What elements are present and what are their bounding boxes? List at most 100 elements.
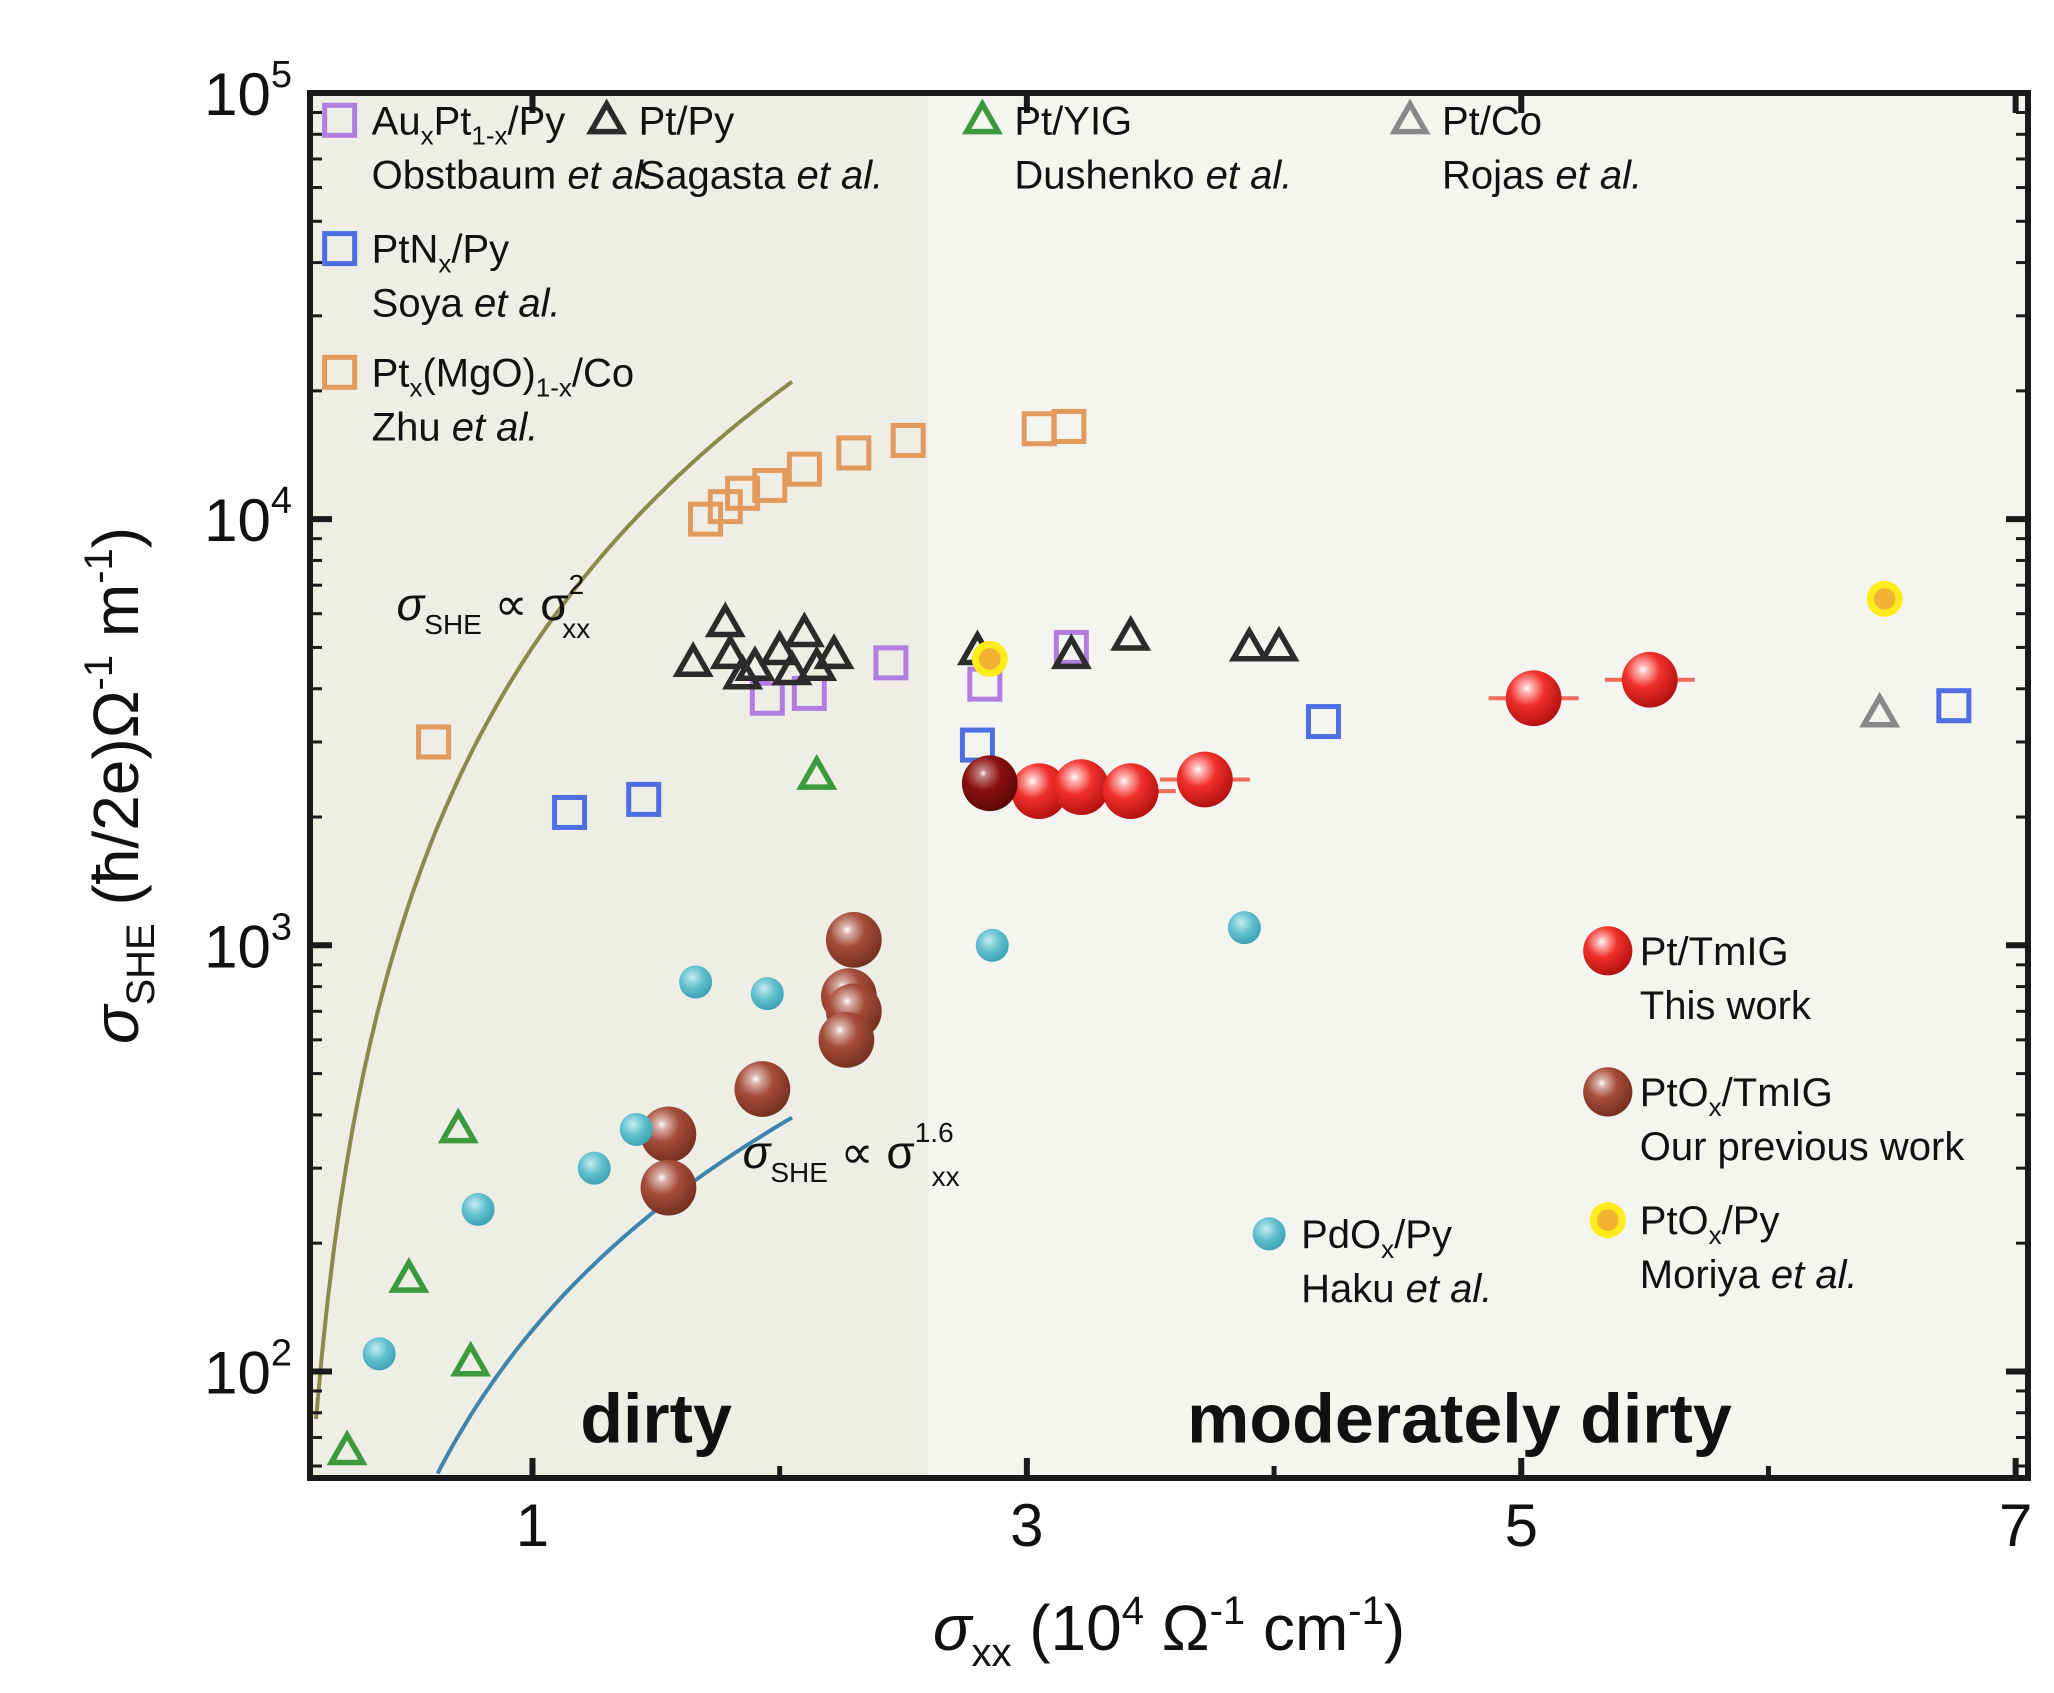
rel-sub: SHE: [770, 1157, 828, 1188]
point-4-4: [796, 753, 838, 790]
legend-label-sub: x: [438, 249, 451, 279]
point-2-7: [890, 422, 926, 458]
legend-label-sub2: 1-x: [471, 120, 507, 150]
point-9-0: [362, 1337, 396, 1371]
point-3-5: [759, 629, 801, 666]
legend-label-end: /Py: [1394, 1213, 1452, 1257]
point-1-4: [1936, 688, 1972, 724]
point-1-1: [626, 781, 662, 817]
legend-marker-9: [1252, 1217, 1286, 1251]
point-2-3: [725, 475, 761, 511]
legend-entry-2: Pt/YIG Dushenko et al.: [961, 98, 1292, 197]
relation-label-power-1.6: σSHE ∝ σ1.6 xx: [743, 1117, 960, 1192]
y-title-sym: σ: [80, 1003, 152, 1044]
legend-label-sub2: 1-x: [536, 372, 572, 402]
y-tick-exp: 2: [271, 1332, 292, 1374]
legend-ref-etal: et al.: [567, 153, 654, 197]
rel-sub: SHE: [424, 609, 482, 640]
legend-label-6: Pt/TmIG: [1640, 930, 1789, 974]
legend-label-5: Ptx(MgO)1-x/Co: [372, 351, 635, 402]
point-3-14: [1258, 625, 1300, 662]
point-3-2: [709, 633, 751, 670]
series-ptox-tmig: [640, 755, 1018, 1216]
point-3-13: [1228, 625, 1270, 662]
legend-ref-etal: et al.: [452, 405, 539, 449]
rel-sub2: xx: [562, 613, 590, 644]
point-1-3: [1305, 704, 1341, 740]
legend-marker-1: [586, 98, 628, 135]
point-3-11: [1050, 633, 1092, 670]
legend-ref-2: Dushenko et al.: [1014, 153, 1292, 197]
series-ptox-py: [971, 580, 1903, 677]
plot-frame: [307, 90, 2031, 1481]
y-title-mid: m: [80, 584, 152, 655]
point-3-6: [771, 649, 813, 686]
legend-ref-5: Zhu et al.: [372, 405, 539, 449]
legend-ref-main: Our previous work: [1640, 1125, 1966, 1169]
legend-label-main: PtO: [1640, 1071, 1709, 1115]
point-2-6: [836, 435, 872, 471]
y-title-close: ): [80, 527, 152, 548]
legend-ref-main: Soya: [372, 282, 474, 326]
legend-entry-3: Pt/Co Rojas et al.: [1389, 98, 1642, 197]
legend-ref-main: Sagasta: [639, 153, 797, 197]
legend-label-7: PtOx/TmIG: [1640, 1071, 1833, 1122]
legend-marker-3: [1389, 98, 1431, 135]
legend-ref-etal: et al.: [1771, 1253, 1858, 1297]
legend-ref-etal: et al.: [1206, 153, 1293, 197]
legend-label-main: PtO: [1640, 1199, 1709, 1243]
point-9-6: [975, 928, 1009, 962]
plot-border: [307, 90, 2031, 1481]
y-title-rest: (ħ/2e)Ω: [80, 690, 152, 923]
legend-marker-7: [1583, 1067, 1633, 1117]
legend-ref-main: Rojas: [1442, 153, 1555, 197]
point-6-4: [1505, 670, 1562, 727]
point-0-4: [1053, 629, 1089, 665]
legend-label-sub: x: [1709, 1220, 1722, 1250]
legend-ref-7: Our previous work: [1640, 1125, 1966, 1169]
legend-ref-main: Moriya: [1640, 1253, 1771, 1297]
x-axis-title: σxx (104 Ω-1 cm-1): [933, 1589, 1405, 1675]
point-6-0: [1011, 763, 1068, 820]
point-3-0: [672, 641, 714, 677]
legend-marker-0: [322, 102, 358, 138]
x-tick-label-1: 3: [1010, 1492, 1043, 1559]
legend-label-sub: x: [1709, 1092, 1722, 1122]
data-points: [326, 408, 1972, 1466]
series-pt-co: [1859, 691, 1901, 728]
point-2-9: [1051, 408, 1087, 444]
series-pt-tmig: [1011, 651, 1678, 820]
point-3-12: [1110, 614, 1152, 651]
legend-ref-etal: et al.: [1406, 1267, 1493, 1311]
point-7-0: [640, 1106, 697, 1163]
relation-curve-quadratic: [314, 380, 794, 1420]
x-tick-label-3: 7: [1999, 1492, 2032, 1559]
point-4-0: [326, 1429, 368, 1466]
point-9-7: [1227, 911, 1261, 945]
region-label-dirty: dirty: [580, 1379, 732, 1457]
y-tick-label-0: 105: [204, 54, 292, 128]
legend-ref-main: Zhu: [372, 405, 452, 449]
y-tick-base: 10: [204, 1339, 271, 1406]
series-pt-py: [672, 601, 1300, 690]
y-tick-exp: 5: [271, 54, 292, 96]
rel-sym: σ: [397, 578, 427, 630]
point-5-0: [1859, 691, 1901, 728]
point-6-5: [1621, 651, 1678, 708]
x-title-sym: σ: [933, 1592, 974, 1664]
point-7-1: [640, 1159, 697, 1216]
y-title-exp1: -1: [77, 655, 121, 691]
point-3-1: [704, 601, 746, 638]
legend-marker-5: [322, 354, 358, 390]
legend-ref-1: Sagasta et al.: [639, 153, 884, 197]
legend-label-main: Pt: [372, 351, 410, 395]
point-7-7: [961, 755, 1018, 812]
legend-label-main: Pt/YIG: [1014, 99, 1132, 143]
legend-label-main: Pt/Py: [639, 99, 735, 143]
legend-ref-main: This work: [1640, 984, 1812, 1028]
legend-label-end: /Py: [508, 99, 566, 143]
legend-label-main: PtN: [372, 228, 439, 272]
legend-ref-main: Dushenko: [1014, 153, 1205, 197]
